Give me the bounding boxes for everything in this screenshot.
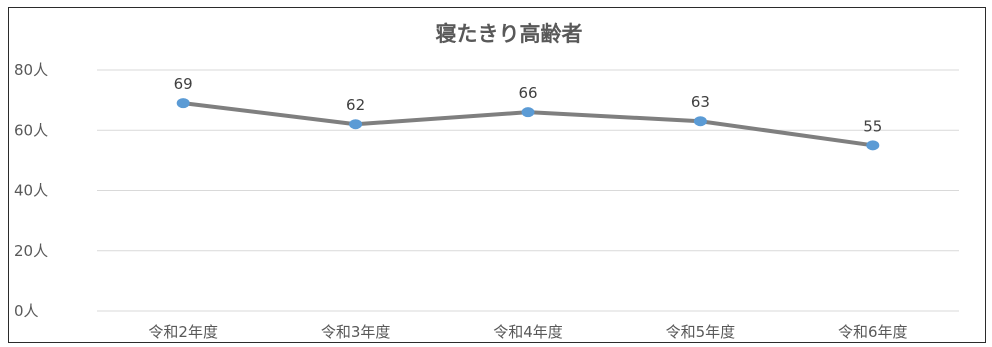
x-tick-label: 令和4年度 bbox=[493, 323, 563, 341]
data-labels: 69 62 66 63 55 bbox=[174, 75, 883, 135]
y-tick-label: 0人 bbox=[14, 302, 39, 320]
data-point bbox=[866, 140, 880, 151]
x-tick-label: 令和6年度 bbox=[838, 323, 908, 341]
data-point bbox=[521, 107, 535, 118]
data-label: 69 bbox=[174, 75, 193, 93]
data-label: 66 bbox=[518, 84, 537, 102]
data-point bbox=[693, 116, 707, 127]
y-tick-label: 60人 bbox=[14, 121, 48, 139]
data-label: 62 bbox=[346, 96, 365, 114]
x-tick-label: 令和5年度 bbox=[666, 323, 736, 341]
data-label: 63 bbox=[691, 93, 710, 111]
gridlines bbox=[97, 69, 959, 312]
data-points bbox=[176, 98, 880, 151]
y-tick-label: 20人 bbox=[14, 242, 48, 260]
y-axis-labels: 0人 20人 40人 60人 80人 bbox=[14, 61, 48, 320]
chart-title: 寝たきり高齢者 bbox=[436, 22, 583, 46]
x-tick-label: 令和3年度 bbox=[321, 323, 391, 341]
y-tick-label: 40人 bbox=[14, 182, 48, 200]
y-tick-label: 80人 bbox=[14, 61, 48, 79]
x-axis-labels: 令和2年度 令和3年度 令和4年度 令和5年度 令和6年度 bbox=[148, 323, 907, 341]
data-point bbox=[176, 98, 190, 109]
data-point bbox=[349, 119, 363, 130]
x-tick-label: 令和2年度 bbox=[148, 323, 218, 341]
chart-container: 寝たきり高齢者 0人 20人 40人 60人 80人 令和2年度 令和3年度 令和4年度 令和… bbox=[8, 7, 986, 343]
data-label: 55 bbox=[863, 117, 882, 135]
